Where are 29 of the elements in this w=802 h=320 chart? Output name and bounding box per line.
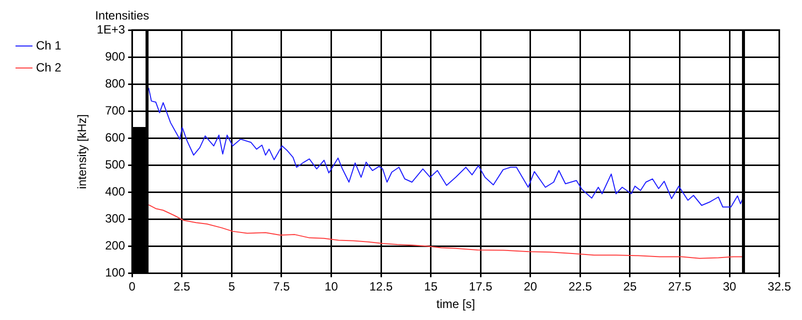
y-tick-label: 400: [105, 184, 126, 198]
legend-label: Ch 1: [36, 38, 62, 52]
legend-label: Ch 2: [36, 60, 62, 74]
y-tick-label: 800: [105, 76, 126, 90]
y-tick-label: 300: [105, 211, 126, 226]
x-tick-label: 17.5: [468, 280, 493, 294]
y-axis-title: intensity [kHz]: [74, 114, 89, 189]
y-tick-label: 100: [105, 266, 126, 280]
y-tick-label: 900: [105, 49, 126, 64]
x-tick-label: 7.5: [273, 280, 290, 294]
x-axis-title: time [s]: [436, 297, 476, 312]
y-tick-label: 200: [105, 238, 126, 252]
x-tick-label: 5: [228, 280, 236, 294]
x-tick-label: 10: [324, 280, 338, 294]
x-tick-label: 32.5: [768, 280, 792, 294]
x-tick-label: 2.5: [174, 280, 191, 294]
y-tick-label: 700: [105, 103, 126, 118]
chart-title: Intensities: [95, 8, 150, 22]
x-tick-label: 0: [128, 280, 136, 294]
y-tick-label: 500: [105, 157, 126, 172]
x-tick-label: 20: [524, 280, 538, 294]
x-tick-label: 25: [623, 280, 637, 294]
x-tick-label: 30: [722, 280, 737, 294]
x-tick-label: 22.5: [568, 280, 592, 294]
y-tick-label: 600: [105, 130, 126, 144]
x-tick-label: 12.5: [369, 280, 394, 294]
y-tick-label: 1E+3: [96, 22, 126, 36]
x-tick-label: 27.5: [668, 280, 692, 294]
x-tick-label: 15: [424, 280, 438, 294]
